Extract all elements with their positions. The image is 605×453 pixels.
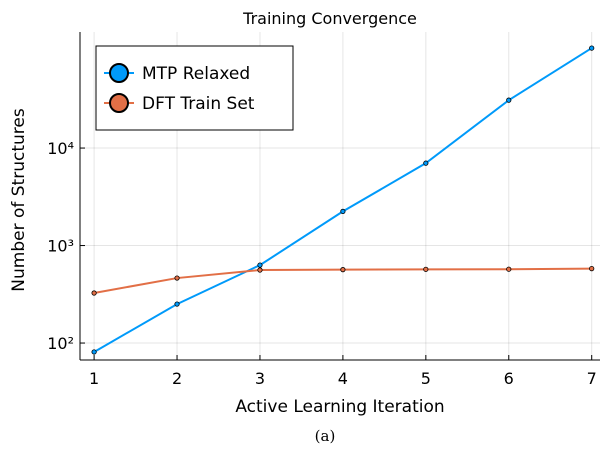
point <box>340 267 346 273</box>
legend-label: MTP Relaxed <box>142 64 250 84</box>
x-tick-label: 6 <box>504 369 514 388</box>
legend-box <box>95 45 294 131</box>
chart-title: Training Convergence <box>242 9 417 28</box>
x-tick-label: 2 <box>172 369 182 388</box>
legend-label: DFT Train Set <box>142 94 255 114</box>
point <box>174 275 180 281</box>
point <box>506 266 512 272</box>
y-axis-label: Number of Structures <box>9 108 29 292</box>
y-tick-label: 10⁴ <box>47 139 74 158</box>
y-tick-label: 10³ <box>47 237 74 256</box>
point <box>589 45 595 51</box>
point <box>91 349 97 355</box>
point <box>423 266 429 272</box>
caption: (a) <box>315 427 336 445</box>
point <box>91 290 97 296</box>
x-tick-label: 3 <box>255 369 265 388</box>
y-tick-label: 10² <box>47 334 74 353</box>
x-tick-label: 5 <box>421 369 431 388</box>
point <box>340 208 346 214</box>
point <box>506 97 512 103</box>
point <box>589 266 595 272</box>
point <box>174 301 180 307</box>
x-axis-label: Active Learning Iteration <box>235 397 444 417</box>
point <box>257 262 263 268</box>
x-tick-label: 1 <box>89 369 99 388</box>
point <box>423 160 429 166</box>
point <box>257 267 263 273</box>
legend-marker <box>109 63 129 83</box>
legend-marker <box>109 93 129 113</box>
x-tick-label: 7 <box>587 369 597 388</box>
x-tick-label: 4 <box>338 369 348 388</box>
